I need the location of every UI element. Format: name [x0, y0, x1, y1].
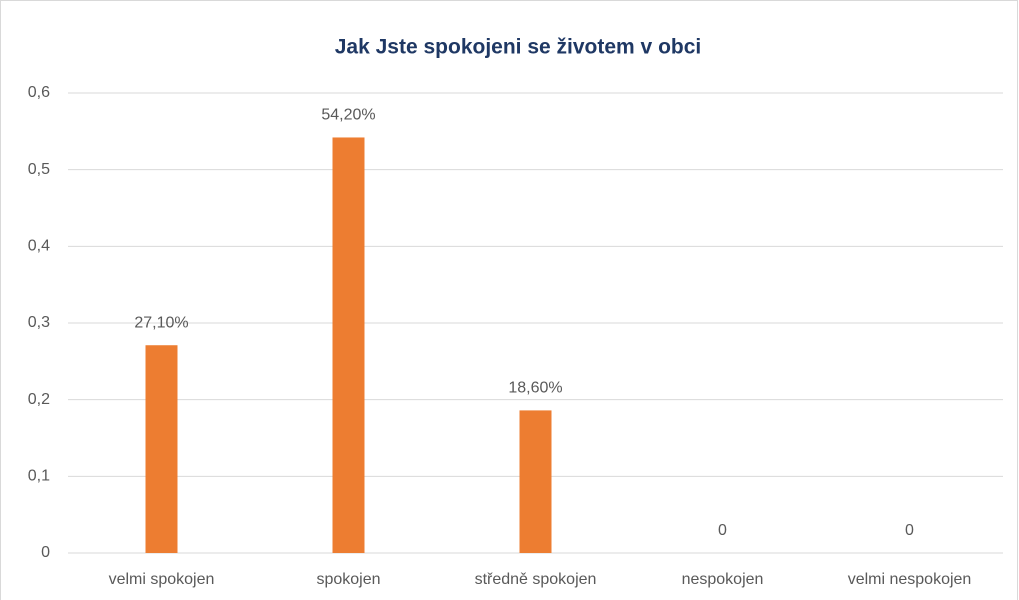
- data-label: 0: [905, 522, 914, 539]
- x-tick-label: velmi spokojen: [109, 571, 215, 588]
- x-tick-label: spokojen: [316, 571, 380, 588]
- y-tick-label: 0,2: [28, 391, 50, 408]
- y-tick-label: 0,3: [28, 314, 50, 331]
- data-label: 54,20%: [321, 107, 375, 124]
- x-tick-label: velmi nespokojen: [848, 571, 972, 588]
- data-label: 18,60%: [508, 380, 562, 397]
- chart-title: Jak Jste spokojeni se životem v obci: [335, 36, 702, 59]
- bar: [332, 137, 365, 553]
- y-tick-label: 0,6: [28, 84, 50, 101]
- y-tick-label: 0: [41, 544, 50, 561]
- data-label: 0: [718, 522, 727, 539]
- x-tick-label: nespokojen: [682, 571, 764, 588]
- bar: [519, 410, 552, 553]
- y-tick-label: 0,4: [28, 238, 50, 255]
- y-tick-label: 0,1: [28, 468, 50, 485]
- bar: [145, 345, 178, 553]
- x-tick-label: středně spokojen: [475, 571, 597, 588]
- data-label: 27,10%: [134, 314, 188, 331]
- y-tick-label: 0,5: [28, 161, 50, 178]
